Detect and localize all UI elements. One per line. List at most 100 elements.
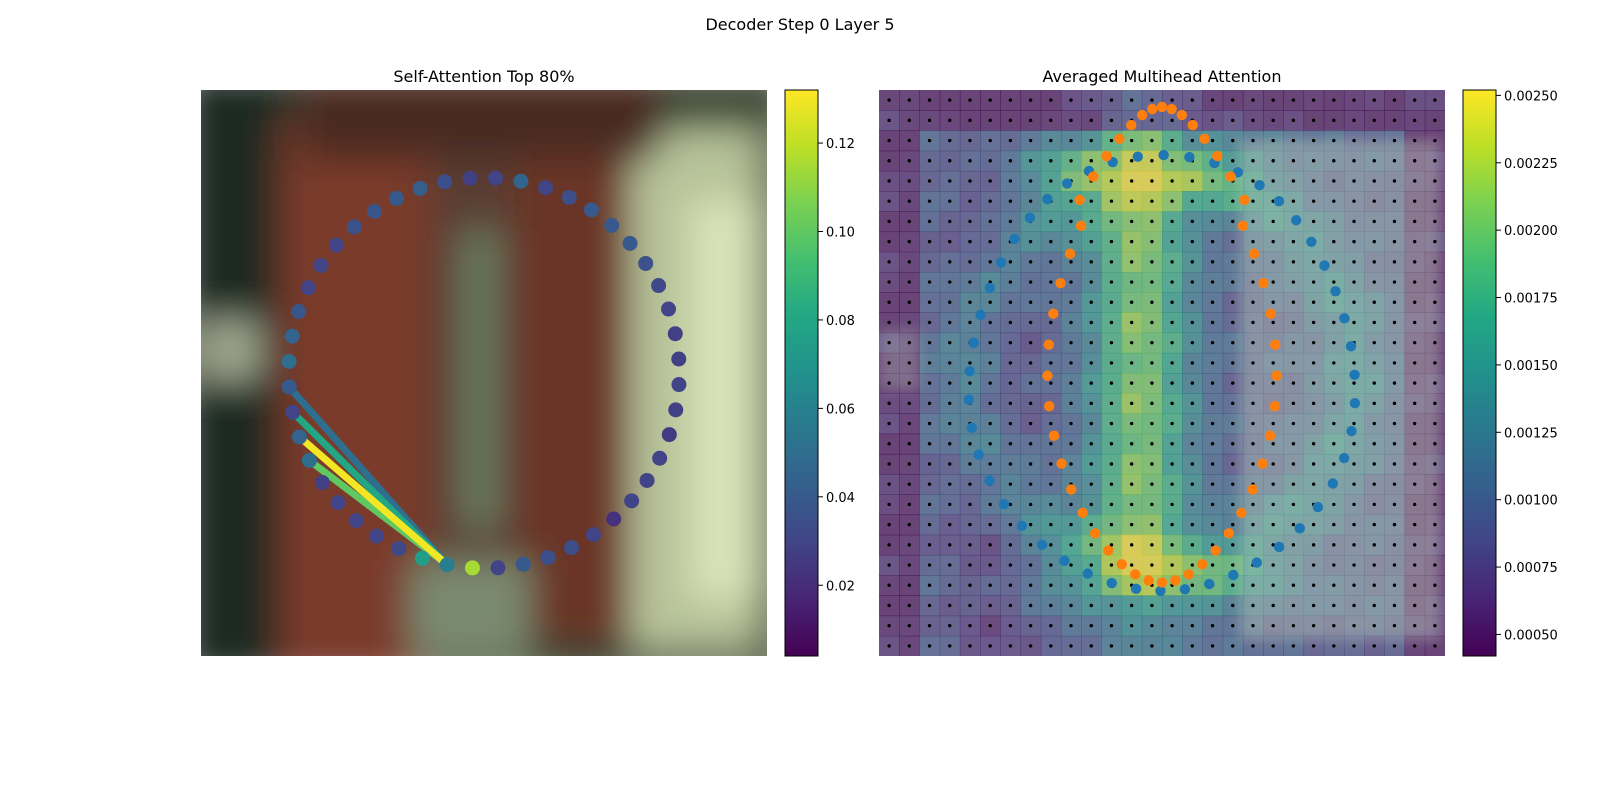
attention-point	[366, 203, 382, 219]
attention-point	[513, 173, 529, 189]
attention-point	[561, 189, 577, 205]
figure-suptitle: Decoder Step 0 Layer 5	[705, 15, 894, 34]
blue-keypoint	[1155, 585, 1166, 597]
blue-keypoint	[1251, 557, 1262, 568]
blue-keypoint	[1291, 214, 1302, 226]
attention-point	[284, 328, 300, 344]
colorbar-tick-label: 0.00050	[1504, 628, 1558, 643]
blue-keypoint	[1254, 179, 1265, 191]
blue-keypoint	[1036, 539, 1048, 550]
orange-keypoint	[1187, 119, 1198, 131]
blue-keypoint	[1184, 151, 1195, 163]
blue-keypoint	[1349, 369, 1360, 380]
blue-keypoint	[1273, 196, 1285, 207]
blue-keypoint	[1327, 478, 1339, 489]
orange-keypoint	[1247, 484, 1258, 495]
orange-keypoint	[1116, 559, 1127, 570]
orange-keypoint	[1130, 569, 1141, 580]
orange-keypoint	[1239, 194, 1250, 206]
orange-keypoint	[1101, 150, 1112, 162]
orange-keypoint	[1056, 458, 1067, 469]
attention-point	[488, 170, 504, 186]
orange-keypoint	[1147, 103, 1158, 115]
blue-keypoint	[1009, 233, 1020, 245]
orange-keypoint	[1166, 103, 1177, 115]
attention-point	[281, 353, 297, 369]
blue-keypoint	[1024, 212, 1036, 223]
attention-lines	[286, 384, 450, 568]
orange-keypoint	[1136, 109, 1148, 121]
background-photo	[201, 90, 767, 656]
orange-keypoint	[1089, 528, 1101, 539]
attention-point	[437, 174, 453, 190]
orange-keypoint	[1264, 430, 1276, 441]
orange-keypoint	[1269, 401, 1281, 412]
attention-point	[622, 235, 638, 251]
attention-point	[291, 303, 307, 319]
blue-keypoint	[963, 394, 975, 405]
orange-keypoint	[1103, 545, 1114, 556]
blue-keypoint	[1345, 341, 1357, 352]
orange-keypoint	[1114, 133, 1125, 145]
attention-point	[563, 540, 579, 556]
blue-keypoint	[1106, 577, 1117, 589]
colorbar-tick-label: 0.10	[826, 226, 855, 241]
blue-keypoint	[1312, 501, 1324, 513]
orange-keypoint	[1199, 133, 1210, 145]
attention-point	[583, 202, 599, 218]
attention-point	[639, 472, 655, 488]
colorbar-tick-label: 0.00100	[1504, 494, 1558, 509]
colorbar-tick-label: 0.00075	[1504, 561, 1558, 576]
orange-keypoint	[1212, 150, 1223, 162]
attention-point	[490, 560, 506, 576]
orange-keypoint	[1271, 370, 1282, 381]
orange-keypoint	[1066, 484, 1077, 495]
attention-point	[313, 258, 329, 274]
blue-keypoint	[1204, 578, 1215, 590]
orange-keypoint	[1210, 545, 1221, 556]
attention-line	[297, 434, 450, 568]
attention-point	[285, 404, 301, 420]
orange-keypoint	[1197, 559, 1208, 570]
blue-keypoint	[1330, 286, 1341, 297]
attention-point	[300, 280, 316, 296]
right-colorbar-ticks: 0.00050 0.00075 0.00100 0.00125 0.00150 0.001…	[1496, 89, 1558, 643]
attention-point	[346, 219, 362, 235]
attention-points	[281, 170, 687, 576]
orange-keypoint	[1223, 528, 1235, 539]
blue-keypoint	[964, 366, 975, 377]
orange-keypoint	[1183, 569, 1194, 580]
blue-keypoint	[1338, 452, 1350, 464]
orange-keypoint	[1043, 401, 1055, 412]
colorbar-tick-label: 0.00150	[1504, 359, 1558, 374]
blue-keypoint	[1016, 520, 1028, 532]
attention-point	[439, 557, 455, 573]
blue-keypoint	[1130, 583, 1142, 595]
orange-keypoint	[1236, 507, 1247, 518]
attention-point	[671, 351, 687, 367]
colorbar-tick-label: 0.00200	[1504, 224, 1558, 239]
blue-keypoint	[1158, 149, 1169, 161]
colorbar-tick-label: 0.00225	[1504, 157, 1558, 172]
orange-keypoint	[1170, 575, 1181, 586]
colorbar-tick-label: 0.00175	[1504, 292, 1558, 307]
orange-keypoint	[1265, 308, 1276, 319]
orange-keypoint	[1055, 277, 1066, 289]
blue-keypoint	[1061, 178, 1073, 189]
orange-keypoint	[1064, 248, 1076, 259]
attention-point	[291, 429, 307, 445]
blue-keypoint	[1179, 584, 1191, 595]
blue-keypoint	[984, 282, 995, 294]
blue-keypoint	[1132, 151, 1143, 162]
orange-keypoint	[1225, 171, 1236, 182]
attention-point	[412, 180, 428, 196]
heatmap-image	[879, 90, 1445, 656]
right-axes-title: Averaged Multihead Attention	[1043, 67, 1282, 86]
colorbar-tick-label: 0.12	[826, 137, 855, 152]
orange-keypoint	[1077, 507, 1088, 518]
attention-point	[668, 402, 684, 418]
orange-keypoint	[1156, 101, 1168, 113]
attention-point	[652, 450, 668, 466]
self-attention-axes: Self-Attention Top 80% 0.020.040.060.080…	[201, 67, 855, 657]
blue-keypoint	[1349, 398, 1361, 409]
